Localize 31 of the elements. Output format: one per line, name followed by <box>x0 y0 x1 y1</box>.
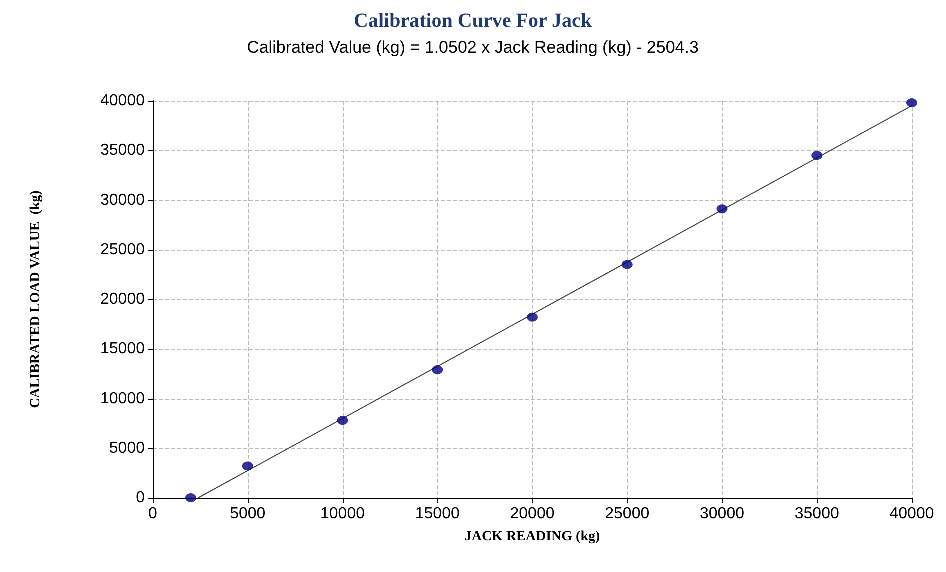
point <box>716 204 728 214</box>
y-tick-label: 0 <box>136 490 146 506</box>
point <box>812 151 823 160</box>
y-tick-label: 25000 <box>100 241 146 258</box>
point <box>242 462 254 471</box>
x-tick-label: 0 <box>148 506 158 522</box>
y-tick-label: 30000 <box>100 192 146 209</box>
point <box>906 98 918 108</box>
y-tick-label: 20000 <box>100 291 146 308</box>
y-tick-label: 15000 <box>100 340 146 358</box>
x-axis-title: JACK READING (kg) <box>464 530 601 544</box>
y-tick-label: 10000 <box>100 390 146 408</box>
chart-title: Calibration Curve For Jack <box>354 10 593 32</box>
x-tick-label: 10000 <box>320 506 366 522</box>
x-tick-label: 5000 <box>230 506 266 522</box>
point <box>337 416 348 426</box>
x-tick-label: 20000 <box>510 506 555 522</box>
x-tick-label: 25000 <box>605 506 650 522</box>
point <box>527 312 538 322</box>
point <box>185 494 196 502</box>
y-tick-label: 40000 <box>100 92 146 110</box>
y-axis-title: CALIBRATED LOAD VALUE (kg) <box>28 190 44 408</box>
point <box>622 260 633 270</box>
x-tick-label: 30000 <box>700 506 745 522</box>
point <box>432 365 444 374</box>
x-tick-label: 35000 <box>794 506 840 522</box>
y-tick-label: 5000 <box>109 440 146 457</box>
x-tick-label: 40000 <box>890 506 934 522</box>
y-tick-label: 35000 <box>100 142 146 160</box>
x-tick-label: 15000 <box>415 506 460 522</box>
chart-subtitle: Calibrated Value (kg) = 1.0502 x Jack Reading (kg) - 2504.3 <box>247 38 699 57</box>
